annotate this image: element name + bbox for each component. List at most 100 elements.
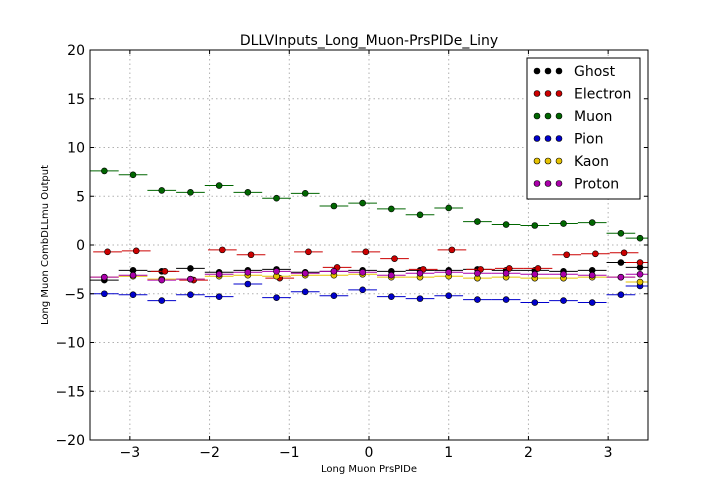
data-point xyxy=(301,190,309,197)
data-point xyxy=(445,268,453,276)
x-tick-label: −2 xyxy=(199,445,220,461)
series-muon xyxy=(90,167,648,242)
legend-label: Ghost xyxy=(574,64,616,80)
legend-marker xyxy=(555,157,563,165)
y-tick-label: −5 xyxy=(64,287,85,303)
data-point xyxy=(391,255,398,262)
data-point xyxy=(158,297,166,304)
data-point xyxy=(215,293,223,300)
legend-marker xyxy=(555,90,563,97)
data-point xyxy=(273,294,280,301)
data-point xyxy=(445,292,453,300)
legend-marker xyxy=(533,157,541,165)
data-point xyxy=(187,275,194,283)
data-point xyxy=(362,248,370,256)
data-point xyxy=(301,288,309,296)
data-point xyxy=(636,259,644,266)
series-pion xyxy=(90,280,648,306)
legend-marker xyxy=(544,112,552,120)
data-point xyxy=(617,291,625,299)
data-point xyxy=(187,291,194,299)
legend-label: Kaon xyxy=(574,154,609,170)
legend-item-proton: Proton xyxy=(533,177,619,193)
data-point xyxy=(416,211,424,219)
y-tick-label: −10 xyxy=(55,336,85,352)
data-point xyxy=(620,249,628,257)
data-point xyxy=(247,251,255,259)
data-point xyxy=(187,189,194,196)
y-tick-label: 20 xyxy=(67,43,85,59)
legend-label: Electron xyxy=(574,87,631,103)
data-point xyxy=(636,234,644,242)
data-point xyxy=(359,286,366,294)
y-tick-label: 0 xyxy=(76,238,85,254)
data-point xyxy=(563,251,570,259)
legend-marker xyxy=(555,112,563,120)
data-point xyxy=(474,218,481,225)
legend-item-electron: Electron xyxy=(533,87,631,103)
data-point xyxy=(445,204,453,212)
data-point xyxy=(474,269,481,277)
legend-marker xyxy=(533,90,541,97)
data-point xyxy=(359,199,366,207)
chart-title: DLLVInputs_Long_Muon-PrsPIDe_Liny xyxy=(240,33,498,49)
data-point xyxy=(244,280,252,288)
legend-marker xyxy=(544,180,552,187)
data-point xyxy=(187,265,194,272)
data-point xyxy=(359,268,366,276)
data-point xyxy=(388,205,395,213)
legend: Ghost Electron Muon Pion Kaon Proton xyxy=(526,57,641,200)
x-tick-label: −3 xyxy=(120,445,141,461)
data-point xyxy=(215,182,223,189)
data-point xyxy=(219,246,226,254)
legend-item-ghost: Ghost xyxy=(533,64,616,80)
data-point xyxy=(273,268,280,275)
data-point xyxy=(330,268,338,275)
legend-label: Pion xyxy=(574,132,603,148)
data-point xyxy=(301,269,309,277)
data-point xyxy=(617,273,625,281)
x-tick-label: −1 xyxy=(279,445,300,461)
data-point xyxy=(588,219,596,226)
data-point xyxy=(636,278,644,286)
x-tick-label: 2 xyxy=(524,445,533,461)
data-point xyxy=(104,248,111,256)
legend-item-muon: Muon xyxy=(533,109,612,125)
data-point xyxy=(273,194,280,202)
data-point xyxy=(215,270,223,278)
data-point xyxy=(592,250,599,258)
y-tick-label: −15 xyxy=(55,384,85,400)
data-point xyxy=(388,271,395,279)
data-point xyxy=(588,299,596,306)
data-point xyxy=(388,293,395,300)
data-point xyxy=(416,269,424,277)
legend-label: Muon xyxy=(574,109,612,125)
legend-marker xyxy=(555,180,563,187)
legend-marker xyxy=(533,112,541,120)
legend-item-pion: Pion xyxy=(533,132,603,148)
data-point xyxy=(244,268,252,276)
data-point xyxy=(101,273,108,281)
series-group xyxy=(90,167,648,306)
data-point xyxy=(474,296,481,303)
x-axis-label: Long Muon PrsPIDe xyxy=(321,464,417,475)
y-tick-label: 5 xyxy=(76,189,85,205)
data-point xyxy=(531,270,539,278)
legend-marker xyxy=(533,67,541,75)
data-point xyxy=(161,268,169,275)
data-point xyxy=(560,220,567,227)
data-point xyxy=(505,265,513,272)
data-point xyxy=(617,259,625,266)
data-point xyxy=(502,296,510,303)
data-point xyxy=(129,271,137,279)
x-tick-label: 0 xyxy=(365,445,374,461)
data-point xyxy=(560,270,567,278)
data-point xyxy=(416,295,424,302)
y-tick-label: 15 xyxy=(67,92,85,108)
y-tick-label: 10 xyxy=(67,141,85,157)
data-point xyxy=(132,247,140,255)
data-point xyxy=(588,271,596,279)
data-point xyxy=(560,297,567,304)
data-point xyxy=(448,246,456,254)
